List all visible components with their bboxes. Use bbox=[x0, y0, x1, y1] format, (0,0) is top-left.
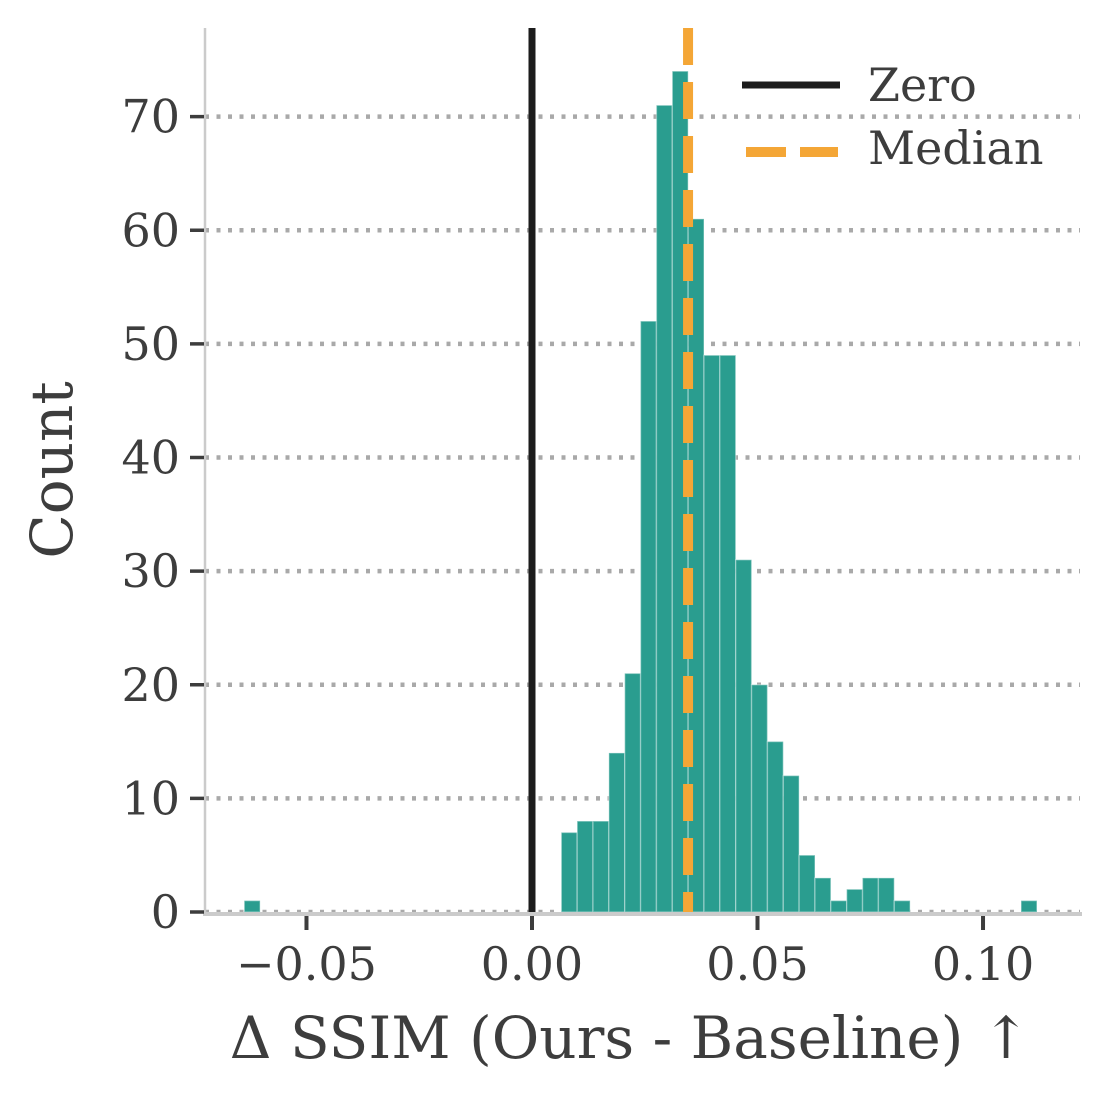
histogram-bar bbox=[1020, 899, 1038, 913]
histogram-bar bbox=[592, 820, 610, 913]
histogram-bar bbox=[766, 740, 784, 913]
x-tick-label: 0.00 bbox=[481, 937, 583, 991]
histogram-bar bbox=[735, 559, 753, 913]
y-tick-label: 60 bbox=[121, 203, 180, 257]
histogram-bar bbox=[830, 899, 848, 913]
histogram-bar bbox=[861, 877, 880, 913]
y-tick-label: 30 bbox=[121, 544, 180, 598]
y-tick-label: 70 bbox=[121, 90, 180, 144]
histogram-bar bbox=[560, 831, 578, 913]
histogram-bar bbox=[719, 354, 737, 913]
y-tick-label: 40 bbox=[121, 431, 180, 485]
x-tick-label: −0.05 bbox=[236, 937, 377, 991]
y-axis-label: Count bbox=[18, 381, 86, 558]
histogram-bar bbox=[655, 104, 673, 913]
histogram-bar bbox=[845, 888, 864, 913]
legend-label-zero: Zero bbox=[868, 58, 977, 112]
histogram-bar bbox=[624, 672, 642, 913]
y-tick-label: 10 bbox=[121, 771, 180, 825]
histogram-bar bbox=[782, 774, 800, 913]
legend-label-median: Median bbox=[868, 121, 1044, 175]
y-tick-label: 20 bbox=[121, 658, 180, 712]
y-tick-label: 0 bbox=[151, 885, 180, 939]
x-axis-label: Δ SSIM (Ours - Baseline) ↑ bbox=[230, 1004, 1031, 1072]
histogram-bar bbox=[576, 820, 594, 913]
x-tick-label: 0.10 bbox=[932, 937, 1034, 991]
x-tick-label: 0.05 bbox=[706, 937, 808, 991]
histogram-bar bbox=[703, 354, 721, 913]
histogram-bar bbox=[893, 899, 911, 913]
histogram-bar bbox=[639, 320, 658, 913]
histogram-bar bbox=[608, 752, 626, 913]
histogram-bar bbox=[814, 877, 832, 913]
histogram-bar bbox=[877, 877, 895, 913]
histogram-bar bbox=[798, 854, 816, 913]
histogram-bar bbox=[750, 684, 769, 913]
histogram-bar bbox=[243, 899, 261, 913]
y-tick-label: 50 bbox=[121, 317, 180, 371]
plot-marks: 0 10 20 30 40 50 60 70 −0.05 0.00 0.05 0.10 bbox=[121, 28, 1082, 991]
